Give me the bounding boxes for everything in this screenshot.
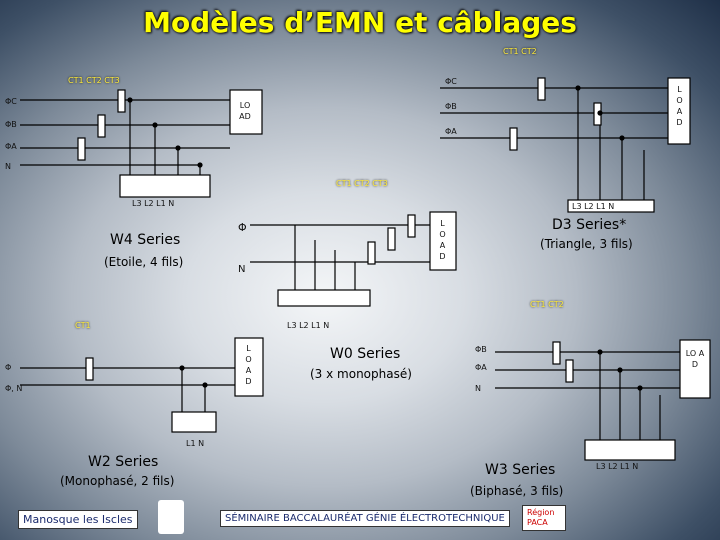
- phase-label: ΦC: [445, 77, 457, 86]
- load-label: LO A D: [685, 349, 705, 369]
- phase-label: ΦB: [5, 120, 17, 129]
- series-name: W0 Series: [330, 346, 401, 362]
- phase-label: Φ: [5, 363, 12, 372]
- load-label: L O A D: [245, 344, 252, 386]
- phase-label: Φ, N: [5, 384, 23, 393]
- series-name: W2 Series: [88, 454, 159, 470]
- d3-diagram: [440, 77, 691, 213]
- load-label: L O A D: [439, 219, 446, 261]
- school-logo: [158, 500, 184, 534]
- w3-diagram: [495, 339, 711, 461]
- load-label: L O A D: [676, 85, 683, 127]
- terminals-label: L3 L2 L1 N: [132, 199, 175, 208]
- seminar-label: SÉMINAIRE BACCALAURÉAT GÉNIE ÉLECTROTECH…: [220, 510, 510, 527]
- series-wiring: (Triangle, 3 fils): [540, 237, 633, 251]
- series-wiring: (3 x monophasé): [310, 367, 412, 381]
- title: Modèles d’EMN et câblages: [143, 6, 577, 39]
- phase-label: ΦB: [475, 345, 487, 354]
- phase-label: Φ: [238, 221, 247, 234]
- series-wiring: (Etoile, 4 fils): [104, 255, 184, 269]
- ct-label: CT1 CT2: [530, 300, 564, 309]
- w2-diagram: [20, 337, 264, 433]
- phase-label: N: [238, 264, 246, 275]
- school-label: Manosque les Iscles: [18, 510, 138, 529]
- ct-label: CT1 CT2 CT3: [336, 179, 388, 188]
- phase-label: ΦB: [445, 102, 457, 111]
- phase-label: ΦC: [5, 97, 17, 106]
- w0-diagram: [250, 211, 457, 307]
- terminals-label: L3 L2 L1 N: [572, 202, 615, 211]
- ct-label: CT1 CT2: [503, 47, 537, 56]
- series-name: W4 Series: [110, 232, 181, 248]
- w4-diagram: [20, 89, 263, 198]
- phase-label: ΦA: [445, 127, 457, 136]
- phase-label: N: [475, 384, 481, 393]
- series-name: W3 Series: [485, 462, 556, 478]
- phase-label: ΦA: [475, 363, 487, 372]
- region-logo: Région PACA: [522, 505, 566, 531]
- phase-label: ΦA: [5, 142, 17, 151]
- terminals-label: L1 N: [186, 439, 205, 448]
- terminals-label: L3 L2 L1 N: [287, 321, 330, 330]
- terminals-label: L3 L2 L1 N: [596, 462, 639, 471]
- ct-label: CT1 CT2 CT3: [68, 76, 120, 85]
- ct-label: CT1: [75, 321, 91, 330]
- series-wiring: (Monophasé, 2 fils): [60, 474, 175, 488]
- series-name: D3 Series*: [552, 217, 627, 233]
- phase-label: N: [5, 162, 11, 171]
- series-wiring: (Biphasé, 3 fils): [470, 484, 564, 498]
- load-label: LO AD: [239, 101, 251, 121]
